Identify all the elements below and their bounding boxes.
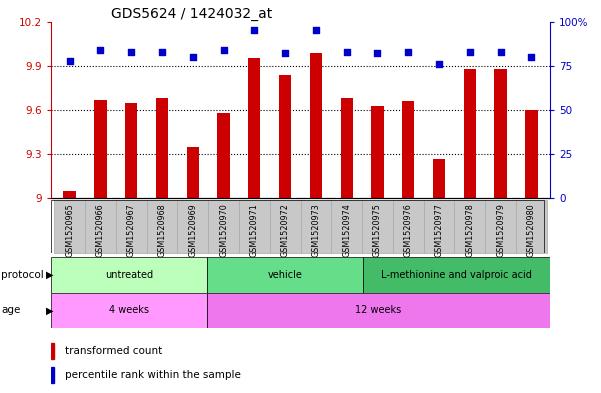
Bar bbox=[424, 200, 454, 253]
Text: GSM1520971: GSM1520971 bbox=[250, 203, 259, 257]
Bar bbox=[495, 69, 507, 198]
Text: GSM1520970: GSM1520970 bbox=[219, 203, 228, 257]
Bar bbox=[393, 200, 424, 253]
Text: GSM1520978: GSM1520978 bbox=[465, 203, 474, 257]
Bar bbox=[310, 53, 322, 198]
Bar bbox=[156, 98, 168, 198]
Bar bbox=[402, 101, 415, 198]
Bar bbox=[363, 257, 550, 293]
Point bbox=[496, 48, 505, 55]
Point bbox=[96, 47, 105, 53]
Bar bbox=[51, 367, 53, 383]
Bar bbox=[525, 110, 538, 198]
Bar bbox=[485, 200, 516, 253]
Bar bbox=[177, 200, 208, 253]
Text: percentile rank within the sample: percentile rank within the sample bbox=[65, 370, 241, 380]
Point bbox=[126, 48, 136, 55]
Bar bbox=[54, 200, 85, 253]
Bar bbox=[362, 200, 393, 253]
Text: GSM1520972: GSM1520972 bbox=[281, 203, 290, 257]
Text: ▶: ▶ bbox=[46, 305, 53, 316]
Point bbox=[373, 50, 382, 57]
Point bbox=[342, 48, 352, 55]
Text: GSM1520969: GSM1520969 bbox=[188, 203, 197, 257]
Text: age: age bbox=[1, 305, 20, 316]
Point bbox=[465, 48, 475, 55]
Bar bbox=[218, 113, 230, 198]
Point bbox=[403, 48, 413, 55]
Point bbox=[219, 47, 228, 53]
Text: ▶: ▶ bbox=[46, 270, 53, 280]
Bar bbox=[63, 191, 76, 198]
Text: transformed count: transformed count bbox=[65, 346, 162, 356]
Bar bbox=[331, 200, 362, 253]
Bar bbox=[85, 200, 116, 253]
Point bbox=[249, 27, 259, 33]
Text: GSM1520973: GSM1520973 bbox=[311, 203, 320, 257]
Text: GSM1520975: GSM1520975 bbox=[373, 203, 382, 257]
Text: GSM1520979: GSM1520979 bbox=[496, 203, 505, 257]
Point bbox=[280, 50, 290, 57]
Point bbox=[65, 57, 75, 64]
Text: GSM1520974: GSM1520974 bbox=[342, 203, 351, 257]
Text: GSM1520966: GSM1520966 bbox=[96, 203, 105, 257]
Bar bbox=[51, 343, 53, 360]
Point bbox=[311, 27, 321, 33]
Point bbox=[435, 61, 444, 67]
Text: GDS5624 / 1424032_at: GDS5624 / 1424032_at bbox=[111, 7, 272, 20]
Bar bbox=[116, 200, 147, 253]
Text: L-methionine and valproic acid: L-methionine and valproic acid bbox=[381, 270, 532, 280]
Point bbox=[526, 54, 536, 60]
Bar bbox=[94, 100, 106, 198]
Bar bbox=[147, 200, 177, 253]
Text: protocol: protocol bbox=[1, 270, 44, 280]
Text: GSM1520968: GSM1520968 bbox=[157, 203, 166, 257]
Bar bbox=[125, 103, 137, 198]
Bar bbox=[248, 59, 260, 198]
Point bbox=[157, 48, 166, 55]
Bar bbox=[454, 200, 485, 253]
Text: 12 weeks: 12 weeks bbox=[355, 305, 401, 316]
Bar bbox=[207, 257, 363, 293]
Bar bbox=[300, 200, 331, 253]
Bar bbox=[464, 69, 476, 198]
Bar bbox=[207, 293, 550, 328]
Point bbox=[188, 54, 198, 60]
Bar bbox=[51, 257, 207, 293]
Bar bbox=[239, 200, 270, 253]
Bar bbox=[279, 75, 291, 198]
Bar bbox=[208, 200, 239, 253]
Bar bbox=[516, 200, 547, 253]
Bar bbox=[186, 147, 199, 198]
Text: GSM1520965: GSM1520965 bbox=[65, 203, 74, 257]
Bar bbox=[433, 159, 445, 198]
Bar bbox=[371, 106, 383, 198]
Text: GSM1520980: GSM1520980 bbox=[527, 203, 536, 257]
Bar bbox=[341, 98, 353, 198]
Text: GSM1520967: GSM1520967 bbox=[127, 203, 136, 257]
Text: untreated: untreated bbox=[105, 270, 153, 280]
Text: GSM1520976: GSM1520976 bbox=[404, 203, 413, 257]
Bar bbox=[270, 200, 300, 253]
Bar bbox=[51, 293, 207, 328]
Text: vehicle: vehicle bbox=[267, 270, 302, 280]
Text: GSM1520977: GSM1520977 bbox=[435, 203, 444, 257]
Text: 4 weeks: 4 weeks bbox=[109, 305, 149, 316]
